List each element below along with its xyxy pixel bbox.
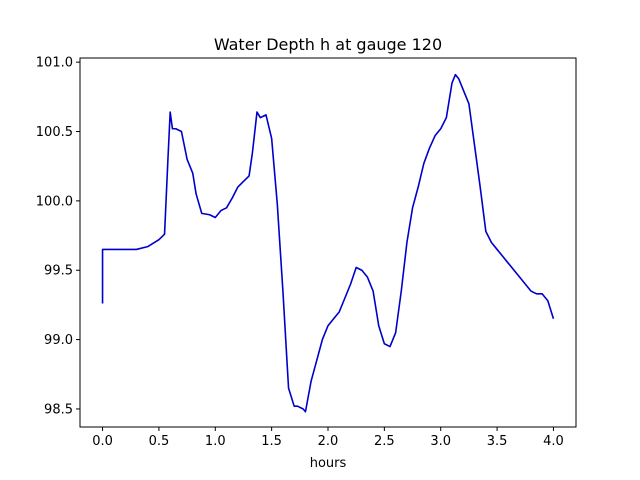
x-tick-label: 4.0: [543, 434, 564, 449]
y-tick-label: 98.5: [44, 402, 73, 417]
y-tick-label: 99.0: [44, 333, 73, 348]
x-axis-label: hours: [310, 456, 347, 471]
x-tick-label: 2.5: [374, 434, 395, 449]
y-tick-label: 101.0: [36, 56, 73, 71]
plot-area: [101, 73, 555, 413]
x-tick-label: 1.0: [205, 434, 226, 449]
x-tick-label: 2.0: [318, 434, 339, 449]
x-axis-ticks: 0.0 0.5 1.0 1.5 2.0 2.5 3.0 3.5 4.0: [92, 427, 564, 449]
series-line-0: [101, 73, 555, 413]
x-tick-label: 3.0: [430, 434, 451, 449]
x-tick-label: 1.5: [261, 434, 282, 449]
y-tick-label: 100.0: [36, 194, 73, 209]
x-tick-label: 0.5: [149, 434, 170, 449]
y-tick-label: 100.5: [36, 125, 73, 140]
x-tick-label: 3.5: [487, 434, 508, 449]
x-tick-label: 0.0: [92, 434, 113, 449]
y-tick-label: 99.5: [44, 264, 73, 279]
chart-title: Water Depth h at gauge 120: [214, 35, 442, 54]
y-axis-ticks: 98.5 99.0 99.5 100.0 100.5 101.0: [36, 56, 80, 417]
